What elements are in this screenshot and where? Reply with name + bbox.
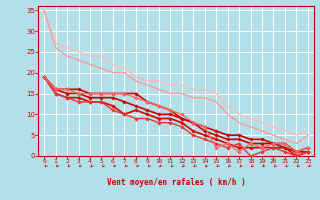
X-axis label: Vent moyen/en rafales ( km/h ): Vent moyen/en rafales ( km/h ) bbox=[107, 178, 245, 187]
